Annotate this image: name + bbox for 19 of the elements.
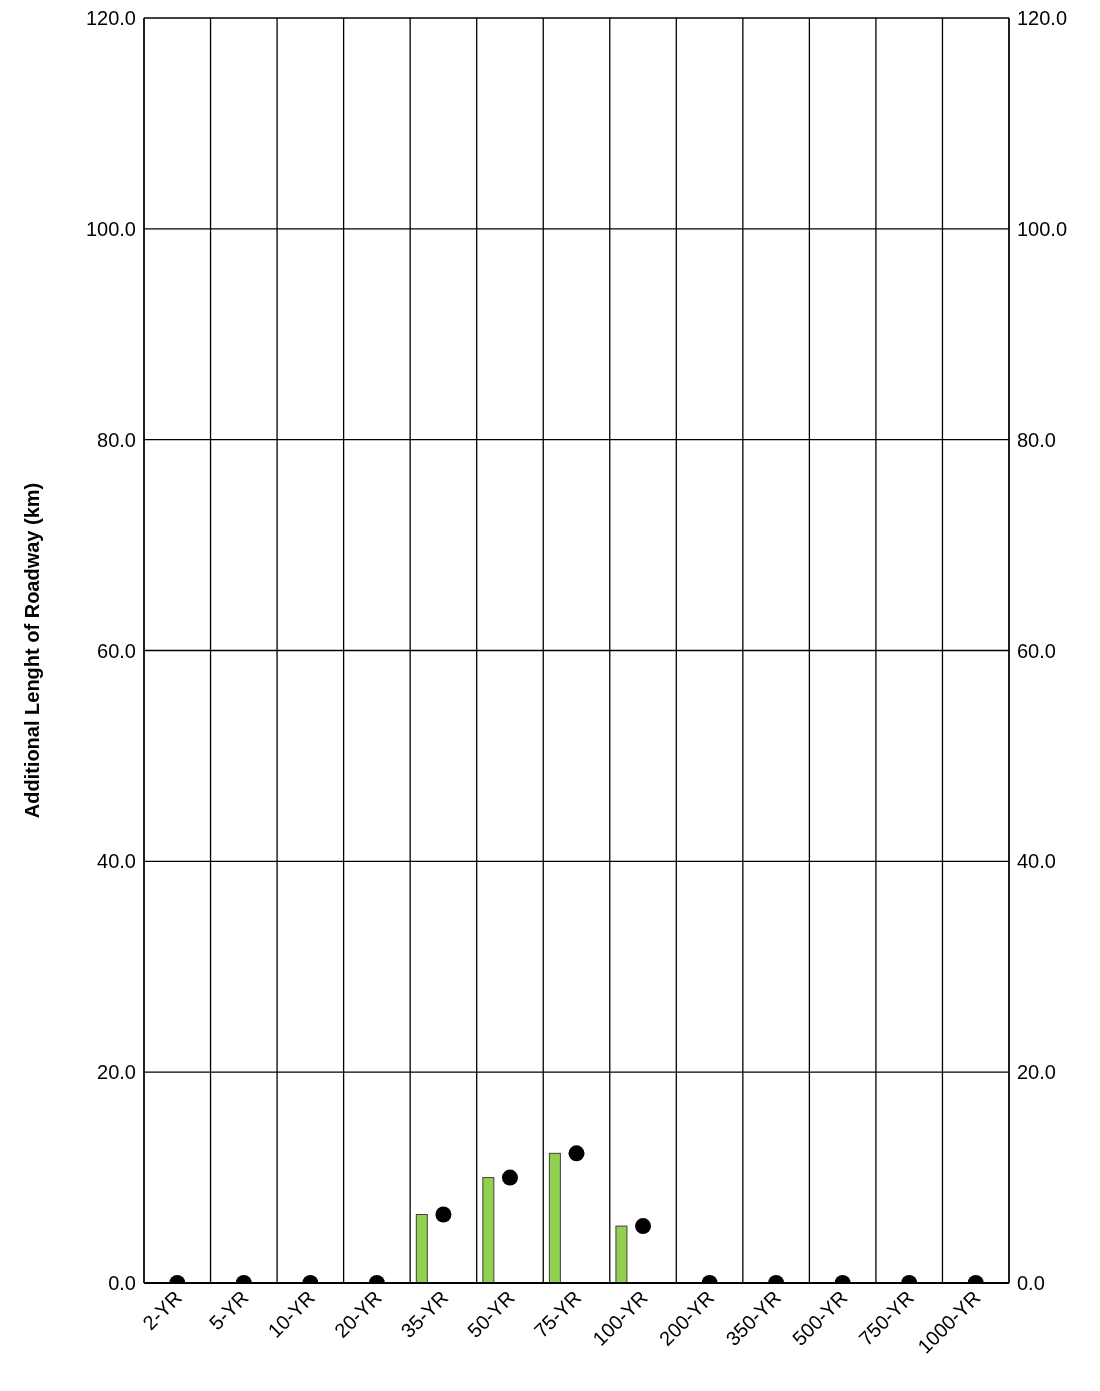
y2-tick-label: 60.0	[1017, 639, 1056, 662]
bar	[482, 1177, 495, 1283]
y-tick-label: 120.0	[85, 7, 136, 30]
y-tick-label: 0.0	[108, 1272, 136, 1295]
y2-tick-label: 20.0	[1017, 1061, 1056, 1084]
y2-tick-label: 100.0	[1017, 217, 1068, 240]
y-axis-title: Additional Lenght of Roadway (km)	[21, 482, 44, 819]
y-tick-label: 40.0	[97, 850, 136, 873]
y2-tick-label: 120.0	[1017, 7, 1068, 30]
y2-tick-label: 40.0	[1017, 850, 1056, 873]
bar	[615, 1225, 628, 1283]
y2-tick-label: 0.0	[1017, 1272, 1045, 1295]
y-tick-label: 20.0	[97, 1061, 136, 1084]
bar	[415, 1213, 428, 1283]
y-tick-label: 60.0	[97, 639, 136, 662]
y-tick-label: 100.0	[85, 217, 136, 240]
y-tick-label: 80.0	[97, 428, 136, 451]
y2-tick-label: 80.0	[1017, 428, 1056, 451]
bar	[548, 1152, 561, 1283]
